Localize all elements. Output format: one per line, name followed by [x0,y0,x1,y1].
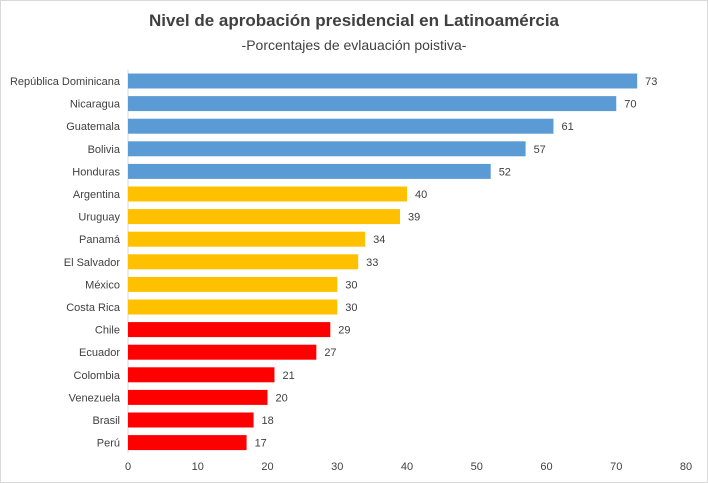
data-label: 30 [345,279,357,291]
data-label: 34 [373,234,385,246]
bar [128,276,338,292]
category-label: Brasil [92,415,120,427]
category-label: México [85,279,120,291]
category-label: República Dominicana [10,76,121,88]
category-label: Guatemala [66,121,121,133]
data-label: 73 [645,76,657,88]
x-tick-label: 0 [125,461,131,473]
data-label: 33 [366,257,378,269]
category-label: Perú [97,438,120,450]
bar [128,412,254,428]
bar [128,96,617,112]
category-label: Panamá [79,234,121,246]
bar [128,231,366,247]
category-label: Honduras [72,166,120,178]
bar [128,322,331,338]
data-label: 39 [408,212,420,224]
bar [128,435,247,451]
data-label: 21 [282,370,294,382]
category-label: Bolivia [88,144,121,156]
x-tick-label: 40 [401,461,413,473]
x-tick-label: 80 [680,461,692,473]
data-label: 52 [499,166,511,178]
bar [128,254,359,270]
bar [128,73,638,89]
category-label: Uruguay [78,212,120,224]
category-label: Colombia [74,370,121,382]
data-label: 27 [324,347,336,359]
category-label: Costa Rica [66,302,121,314]
data-label: 57 [534,144,546,156]
data-label: 29 [338,325,350,337]
category-label: El Salvador [64,257,121,269]
x-tick-label: 70 [610,461,622,473]
bar [128,118,554,134]
bar [128,299,338,315]
data-label: 70 [624,99,636,111]
category-label: Ecuador [79,347,120,359]
category-label: Argentina [73,189,121,201]
data-label: 61 [561,121,573,133]
bar [128,163,491,179]
bar [128,389,268,405]
x-tick-label: 10 [192,461,204,473]
chart-title: Nivel de aprobación presidencial en Lati… [148,11,560,30]
bar [128,367,275,383]
bar [128,186,407,202]
data-label: 30 [345,302,357,314]
data-label: 40 [415,189,427,201]
data-label: 17 [255,438,267,450]
bar [128,141,526,157]
category-label: Chile [95,325,120,337]
bar [128,344,317,360]
x-tick-label: 60 [540,461,552,473]
chart-subtitle: -Porcentajes de evlauación poistiva- [241,37,467,53]
x-tick-label: 30 [331,461,343,473]
bar [128,209,401,225]
data-label: 20 [276,392,288,404]
data-label: 18 [262,415,274,427]
category-label: Nicaragua [70,99,121,111]
x-tick-label: 50 [471,461,483,473]
category-label: Venezuela [69,392,121,404]
x-tick-label: 20 [261,461,273,473]
